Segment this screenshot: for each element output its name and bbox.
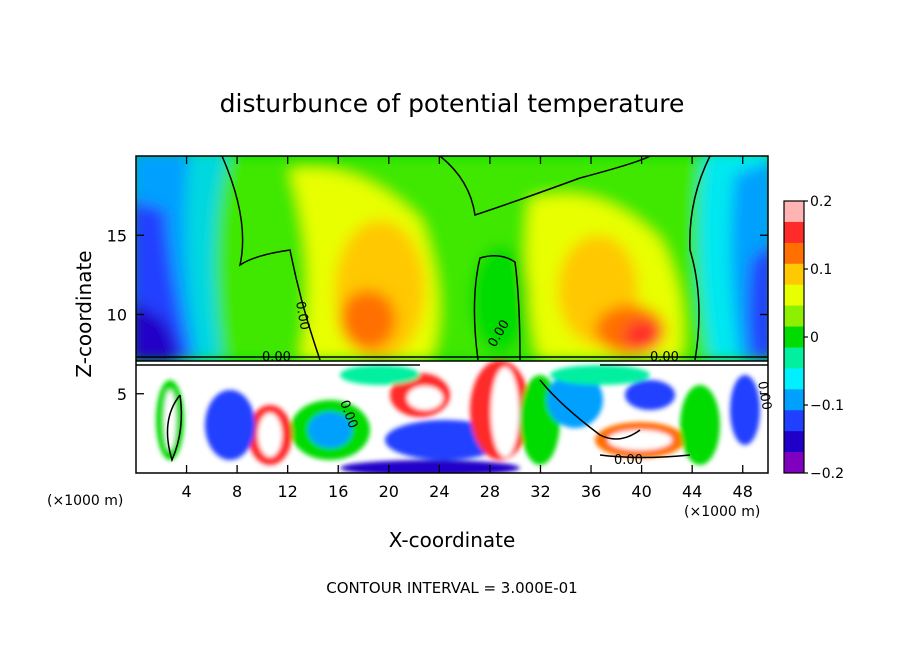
x-tick-label: 20	[379, 482, 399, 501]
contour-label: 0.00	[754, 380, 774, 411]
x-tick-label: 16	[328, 482, 348, 501]
colorbar-tick-label: 0.2	[810, 194, 832, 210]
colorbar-swatch	[784, 389, 804, 411]
heatmap-field	[136, 156, 768, 473]
y-tick-label: 5	[117, 385, 127, 404]
colorbar-swatch	[784, 263, 804, 286]
colorbar-swatch	[784, 452, 804, 474]
contour-label: 0.00	[614, 453, 643, 468]
x-axis: 4 8 12 16 20 24 28 32 36 40 44 48	[181, 156, 753, 501]
contour-label: 0.00	[262, 350, 291, 365]
colorbar-tick-label: −0.1	[810, 398, 844, 414]
x-tick-label: 48	[733, 482, 753, 501]
x-tick-label: 32	[530, 482, 550, 501]
contour-label: 0.00	[650, 350, 679, 365]
colorbar-tick-label: −0.2	[810, 466, 844, 482]
colorbar: 0.2 0.1 0 −0.1 −0.2	[783, 194, 844, 482]
colorbar-swatch	[784, 201, 804, 223]
x-tick-label: 44	[682, 482, 702, 501]
x-tick-label: 28	[480, 482, 500, 501]
colorbar-swatch	[784, 326, 804, 348]
y-axis: 5 10 15	[107, 226, 768, 404]
x-unit-left: (×1000 m)	[47, 493, 123, 509]
colorbar-swatch	[784, 431, 804, 453]
colorbar-swatch	[784, 368, 804, 390]
x-tick-label: 4	[181, 482, 191, 501]
contour-interval-note: CONTOUR INTERVAL = 3.000E-01	[326, 579, 577, 597]
y-tick-label: 10	[107, 306, 127, 325]
contour-label: 0.00	[292, 300, 312, 331]
x-tick-label: 8	[232, 482, 242, 501]
x-axis-label: X-coordinate	[389, 528, 516, 552]
x-tick-label: 24	[429, 482, 449, 501]
y-axis-label: Z-coordinate	[72, 250, 96, 377]
colorbar-swatch	[784, 242, 804, 265]
x-tick-label: 12	[278, 482, 298, 501]
chart-title: disturbunce of potential temperature	[220, 89, 685, 118]
colorbar-swatch	[784, 410, 804, 432]
colorbar-tick-label: 0.1	[810, 262, 832, 278]
contour-lines	[136, 156, 768, 463]
x-unit-right: (×1000 m)	[684, 504, 760, 520]
y-tick-label: 15	[107, 226, 127, 245]
colorbar-swatch	[784, 284, 804, 307]
x-tick-label: 40	[631, 482, 651, 501]
colorbar-swatch	[784, 305, 804, 328]
x-tick-label: 36	[581, 482, 601, 501]
colorbar-tick-label: 0	[810, 330, 819, 346]
colorbar-swatch	[784, 221, 804, 244]
colorbar-swatch	[784, 347, 804, 369]
